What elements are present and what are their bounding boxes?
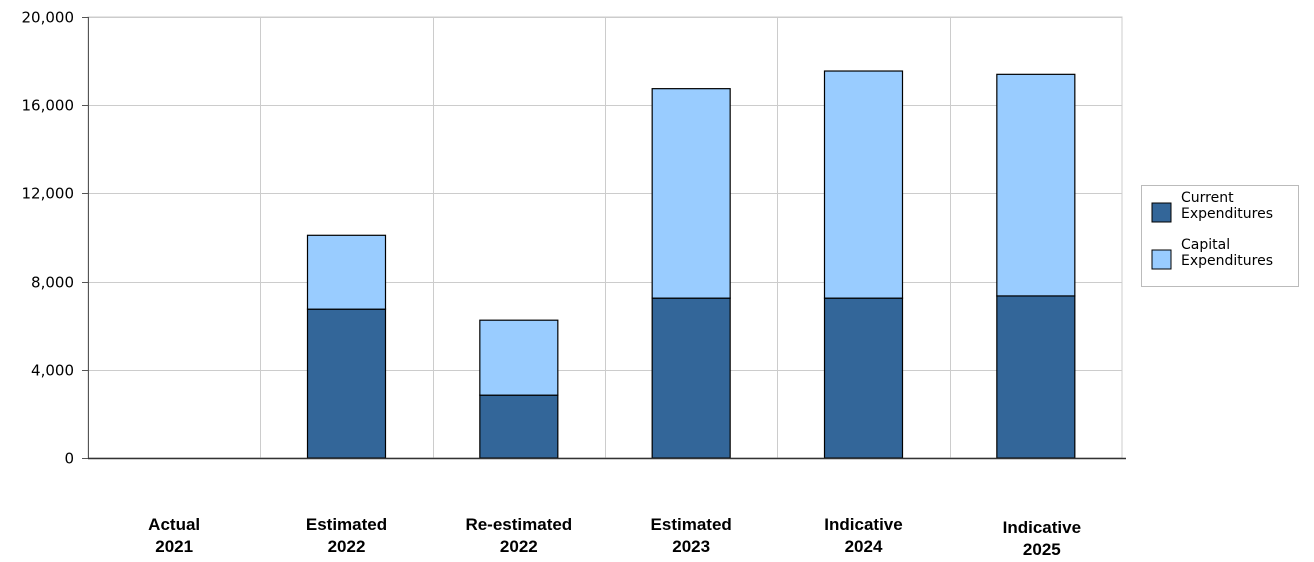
bar-segment xyxy=(996,73,1076,297)
bar-segment xyxy=(823,70,904,299)
bar-segment xyxy=(996,295,1076,459)
legend-label: Capital Expenditures xyxy=(1181,237,1273,269)
y-axis-ticks: 0 4,000 8,000 12,000 16,000 20,000 xyxy=(22,9,75,468)
y-tick-label: 12,000 xyxy=(22,185,75,203)
y-tick-label: 0 xyxy=(64,450,74,468)
x-category-label: Estimated 2022 xyxy=(306,515,387,556)
axes xyxy=(82,17,1126,460)
x-category-label: Indicative 2025 xyxy=(1003,518,1081,559)
x-category-label: Estimated 2023 xyxy=(651,515,732,556)
y-tick-label: 8,000 xyxy=(31,274,74,292)
bar-segment xyxy=(306,234,387,310)
bar-segment xyxy=(651,88,731,299)
bar-group xyxy=(306,70,1076,459)
legend-swatch xyxy=(1151,202,1172,223)
grid-lines xyxy=(87,16,1123,459)
x-category-label: Actual 2021 xyxy=(148,515,200,556)
bar-segment xyxy=(479,319,559,396)
legend-box xyxy=(1141,185,1299,287)
legend-label: Current Expenditures xyxy=(1181,190,1273,222)
x-category-label: Indicative 2024 xyxy=(824,515,902,556)
bar-segment xyxy=(479,394,559,459)
y-tick-label: 20,000 xyxy=(22,9,75,27)
x-category-label: Re-estimated 2022 xyxy=(465,515,572,556)
bar-segment xyxy=(306,308,387,459)
legend-swatch xyxy=(1151,249,1172,270)
y-tick-label: 16,000 xyxy=(22,97,75,115)
bar-segment xyxy=(651,297,731,459)
x-axis-categories: Actual 2021 Estimated 2022 Re-estimated 2022 E… xyxy=(148,515,1081,559)
bar-segment xyxy=(823,297,904,459)
y-tick-label: 4,000 xyxy=(31,362,74,380)
legend: Current Expenditures Capital Expenditures xyxy=(1141,185,1299,287)
